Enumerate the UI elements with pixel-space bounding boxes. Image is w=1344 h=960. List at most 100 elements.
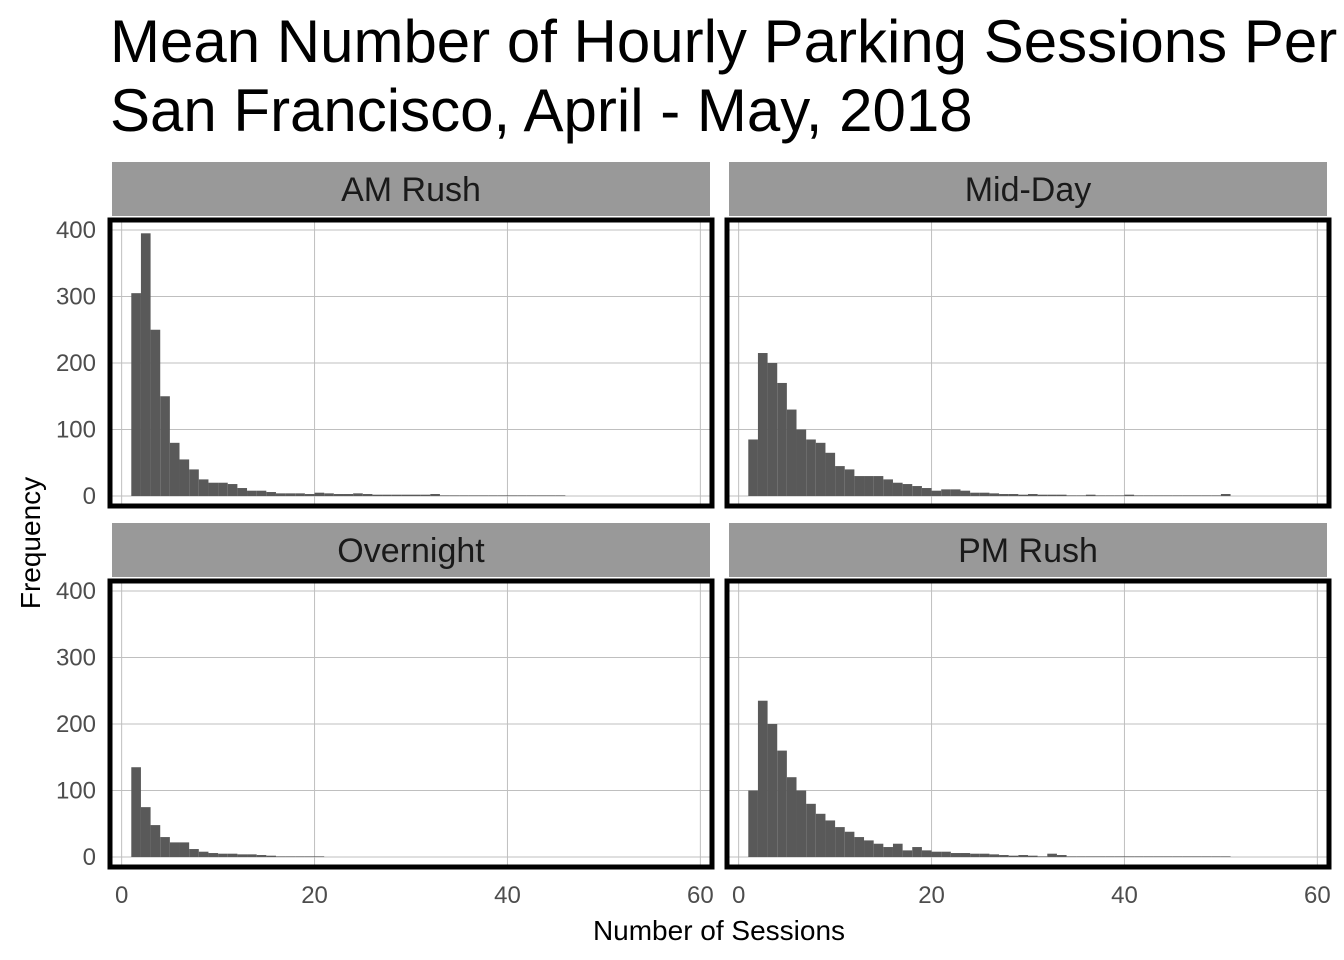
histogram-bar (497, 495, 508, 497)
histogram-bar (131, 293, 141, 497)
histogram-bar (854, 837, 865, 858)
x-axis-title: Number of Sessions (593, 915, 845, 946)
histogram-bar (931, 851, 942, 858)
histogram-bar (1201, 856, 1212, 858)
histogram-bar (1066, 856, 1077, 858)
histogram-bar (844, 831, 855, 858)
y-tick-label: 400 (56, 217, 96, 244)
histogram-bar (285, 493, 296, 497)
facet-panel-pm-rush: PM Rush (724, 523, 1332, 870)
histogram-bar (343, 494, 354, 497)
histogram-bar (468, 495, 479, 497)
histogram-bar (1191, 495, 1202, 497)
histogram-bar (892, 843, 903, 858)
histogram-bar (825, 820, 836, 858)
histogram-bar (1105, 495, 1115, 497)
histogram-bar (931, 490, 942, 497)
histogram-bar (247, 490, 257, 497)
histogram-bar (150, 329, 161, 497)
y-tick-label: 0 (83, 844, 96, 871)
histogram-bar (835, 827, 845, 858)
histogram-bar (333, 494, 344, 497)
histogram-bar (372, 494, 383, 497)
histogram-bar (950, 489, 961, 497)
histogram-bar (892, 482, 903, 497)
histogram-bar (304, 856, 315, 858)
facet-strip (729, 523, 1327, 577)
histogram-bar (1211, 856, 1221, 858)
histogram-bar (488, 495, 498, 497)
histogram-bar (796, 429, 807, 497)
histogram-bar (1220, 856, 1231, 858)
y-tick-label: 200 (56, 350, 96, 377)
y-tick-label: 200 (56, 711, 96, 738)
histogram-bar (1105, 856, 1115, 858)
histogram-bar (835, 466, 845, 497)
histogram-bar (256, 490, 267, 497)
histogram-bar (950, 853, 961, 858)
histogram-bar (536, 495, 547, 497)
histogram-bar (1056, 855, 1067, 858)
x-tick-label: 0 (732, 882, 745, 909)
histogram-bar (1056, 494, 1067, 497)
histogram-bar (970, 492, 980, 497)
histogram-bar (1143, 856, 1154, 858)
x-tick-label: 60 (687, 882, 714, 909)
histogram-bar (439, 495, 450, 497)
histogram-bar (786, 409, 797, 497)
histogram-bar (999, 855, 1009, 858)
x-tick-label: 20 (301, 882, 328, 909)
histogram-bar (1047, 494, 1057, 497)
histogram-bar (815, 813, 826, 858)
y-tick-label: 0 (83, 483, 96, 510)
histogram-bar (883, 479, 893, 497)
histogram-bar (757, 353, 768, 497)
histogram-bar (1134, 856, 1144, 858)
histogram-bar (1047, 853, 1057, 858)
y-tick-label: 300 (56, 644, 96, 671)
histogram-bar (218, 853, 228, 858)
panel-border (724, 578, 1332, 870)
histogram-bar (1028, 855, 1038, 858)
histogram-bar (1182, 856, 1192, 858)
histogram-bar (941, 489, 951, 497)
histogram-bar (1085, 494, 1096, 497)
histogram-bar (189, 469, 199, 497)
chart-title-line-2: San Francisco, April - May, 2018 (110, 77, 973, 144)
histogram-bar (420, 494, 431, 497)
histogram-bar (275, 856, 286, 858)
histogram-bar (1153, 856, 1164, 858)
chart-title-line-1: Mean Number of Hourly Parking Sessions P… (110, 8, 1344, 75)
histogram-bar (960, 490, 971, 497)
x-tick-label: 0 (115, 882, 128, 909)
histogram-bar (864, 840, 874, 858)
histogram-bar (140, 233, 151, 497)
facet-strip-label: AM Rush (341, 171, 481, 209)
histogram-bar (748, 439, 758, 497)
histogram-bar (304, 494, 315, 497)
histogram-bar (411, 494, 421, 497)
histogram-bar (198, 479, 209, 497)
panel-border (107, 217, 715, 509)
histogram-bar (266, 492, 276, 497)
histogram-bar (873, 843, 884, 858)
histogram-bar (1085, 856, 1096, 858)
x-tick-label: 40 (1111, 882, 1138, 909)
histogram-bar (324, 493, 334, 497)
histogram-bar (941, 851, 951, 858)
histogram-bar (873, 476, 884, 497)
histogram-bar (912, 486, 922, 497)
y-tick-label: 300 (56, 283, 96, 310)
histogram-bar (1095, 856, 1106, 858)
facet-strip-label: Overnight (337, 532, 485, 570)
facet-panel-am-rush: AM Rush (107, 162, 715, 509)
histogram-bar (256, 855, 267, 858)
histogram-bar (227, 853, 238, 858)
histogram-bar (806, 803, 816, 858)
histogram-bar (902, 850, 913, 858)
histogram-bar (353, 493, 363, 497)
histogram-bar (864, 476, 874, 497)
histogram-bar (1018, 494, 1028, 497)
histogram-bar (189, 849, 199, 858)
histogram-bar (796, 790, 807, 858)
